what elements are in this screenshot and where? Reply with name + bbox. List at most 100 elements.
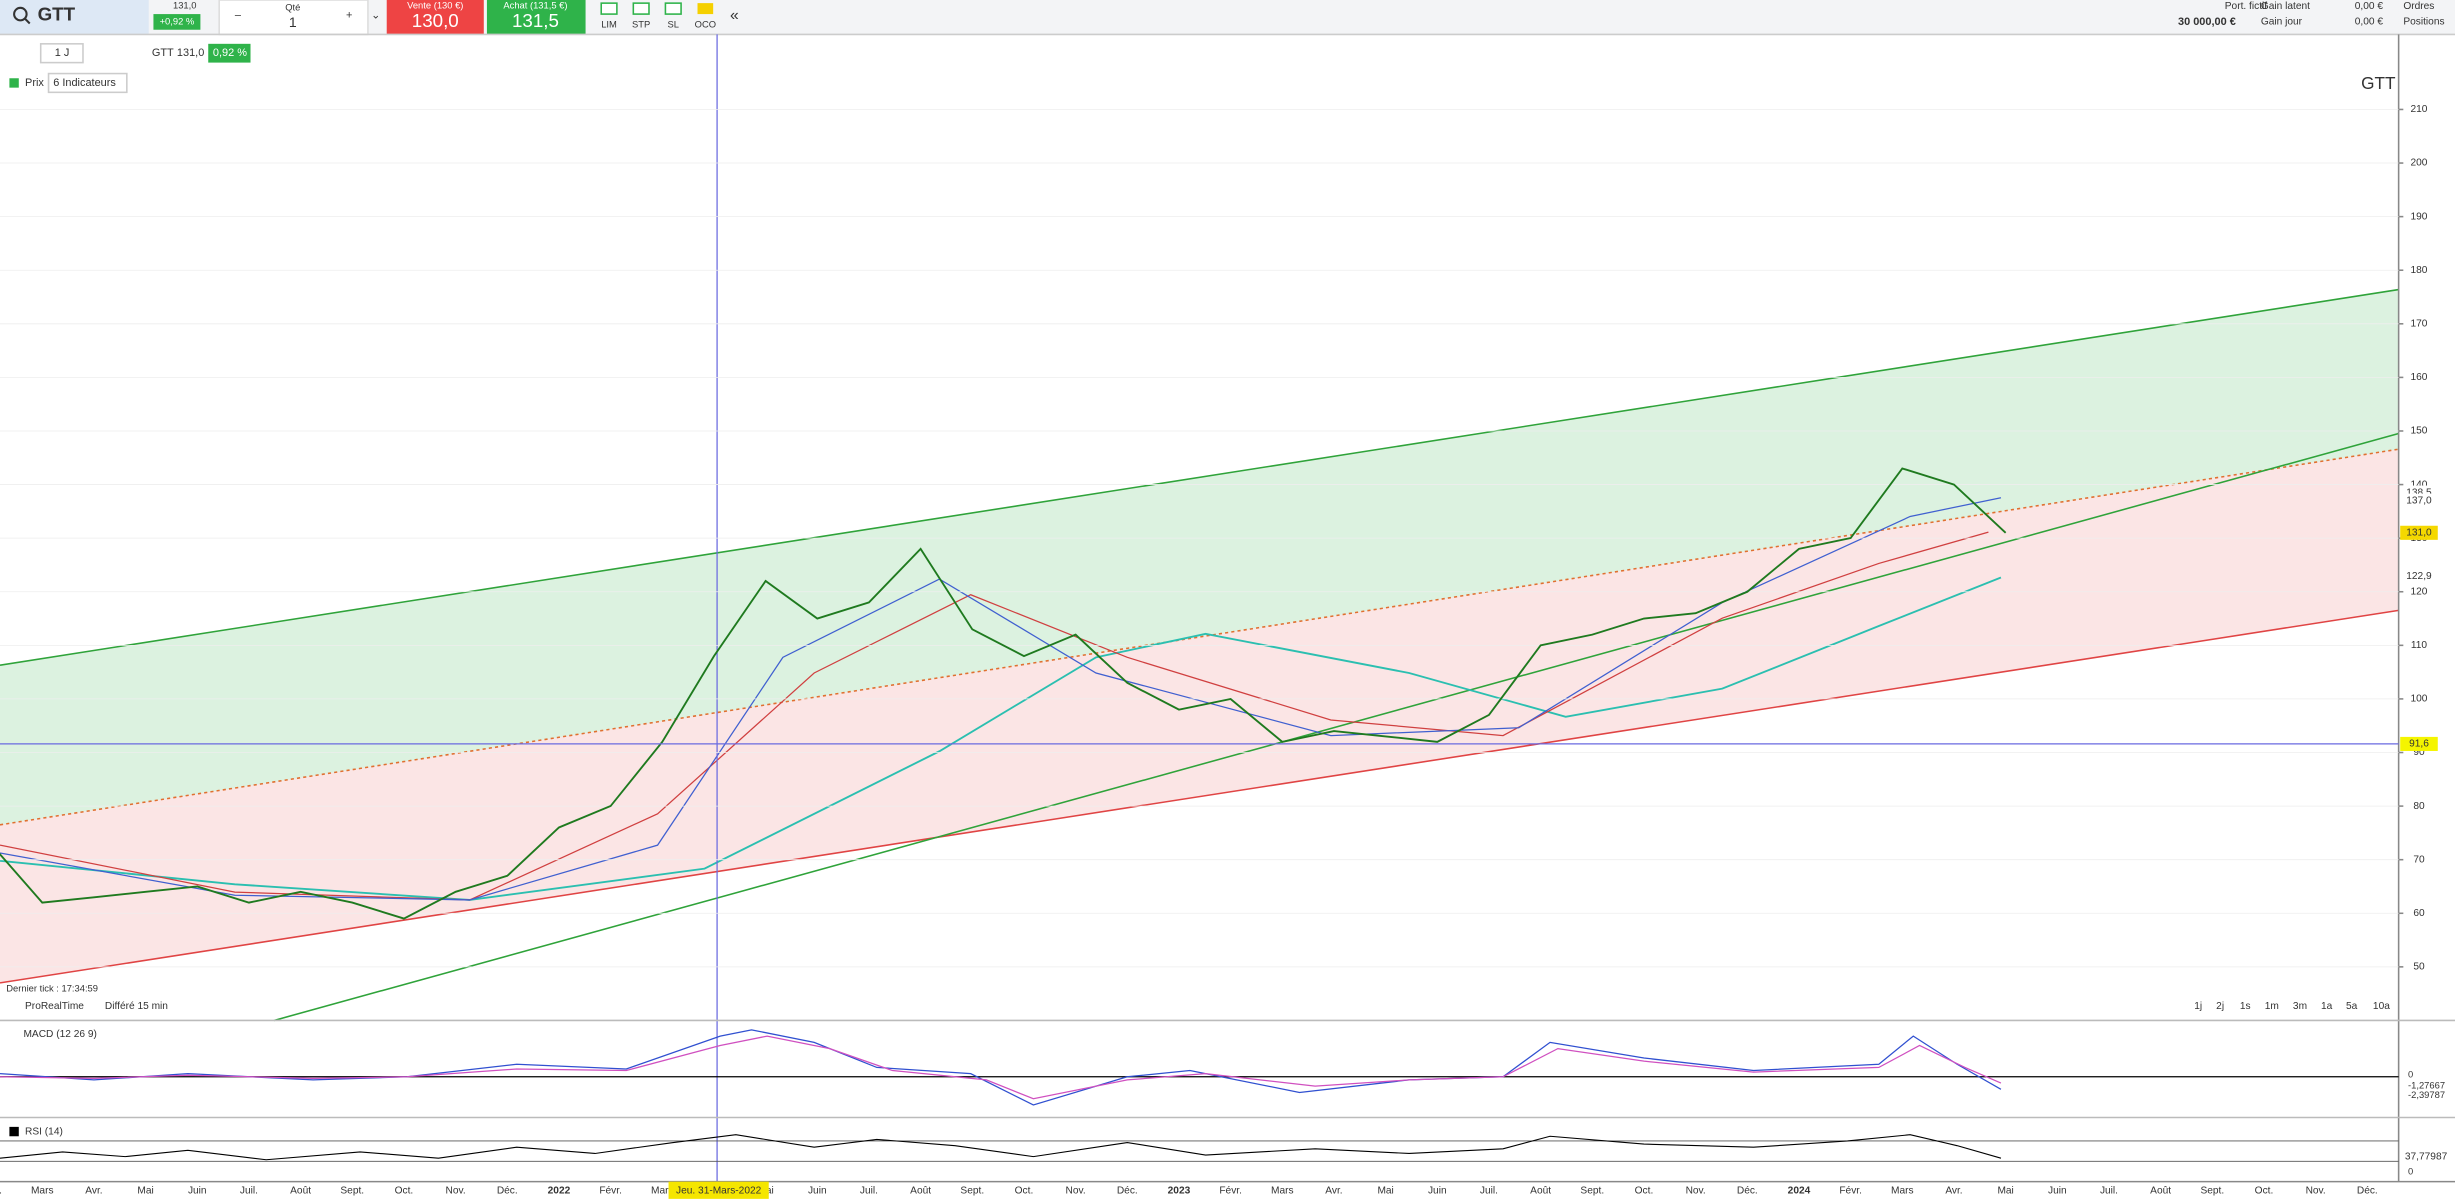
price-marker: 137,0 — [2406, 495, 2432, 506]
x-tick-label: Juil. — [240, 1186, 258, 1197]
macd-zero: 0 — [2408, 1069, 2413, 1080]
x-tick-label: Juil. — [2100, 1186, 2118, 1197]
x-tick-label: Mai — [137, 1186, 153, 1197]
sell-price: 130,0 — [412, 10, 459, 31]
order-type-icon[interactable] — [600, 2, 618, 15]
x-tick-label: Déc. — [1737, 1186, 1758, 1197]
y-tick-label: 150 — [2411, 426, 2428, 437]
price-marker-box — [2400, 569, 2438, 584]
search-icon[interactable] — [13, 6, 28, 22]
x-tick-label: Sept. — [1580, 1186, 1604, 1197]
order-type-icon[interactable] — [664, 2, 682, 15]
x-tick-label: Mars — [1891, 1186, 1914, 1197]
change-badge — [153, 14, 201, 30]
x-tick-label: 2024 — [1788, 1186, 1811, 1197]
order-type[interactable]: OCO — [695, 19, 716, 30]
gain-latent-label: Gain latent — [2261, 1, 2310, 12]
x-tick-label: Oct. — [1635, 1186, 1654, 1197]
price-marker-box — [2400, 493, 2438, 508]
period-button[interactable]: 1a — [2321, 1001, 2333, 1012]
rsi-value: 37,77987 — [2405, 1151, 2448, 1162]
buy-price: 131,5 — [512, 10, 559, 31]
price-marker: 91,6 — [2409, 739, 2429, 750]
y-tick-label: 200 — [2411, 158, 2428, 169]
portfolio: 30 000,00 € — [2178, 16, 2236, 28]
price-marker-box — [2400, 736, 2438, 751]
x-tick-label: Août — [1530, 1186, 1551, 1197]
x-tick-label: Sept. — [340, 1186, 364, 1197]
x-tick-label: Sept. — [960, 1186, 984, 1197]
crosshair-date: Jeu. 31-Mars-2022 — [676, 1186, 762, 1197]
channel-line — [0, 448, 2399, 826]
price-label[interactable]: Prix — [25, 77, 44, 89]
x-tick-label: Juil. — [860, 1186, 878, 1197]
order-type[interactable]: LIM — [601, 19, 617, 30]
period-select[interactable] — [39, 43, 84, 64]
period-buttons: 1j 2j 1s 1m 3m 1a 5a 10a — [2194, 1001, 2390, 1012]
indicators: 6 Indicateurs — [53, 77, 116, 89]
period-button[interactable]: 2j — [2216, 1001, 2224, 1012]
x-tick-label: Déc. — [2357, 1186, 2378, 1197]
crosshair-date-box — [668, 1181, 769, 1199]
channel-line — [0, 609, 2399, 984]
x-tick-label: Août — [290, 1186, 311, 1197]
macd-label: MACD (12 26 9) — [23, 1029, 96, 1040]
order-type-icon[interactable] — [697, 3, 714, 15]
period-button[interactable]: 10a — [2373, 1001, 2390, 1012]
header-change-badge — [208, 43, 251, 63]
x-tick-label: Avr. — [1945, 1186, 1962, 1197]
y-tick-label: 210 — [2411, 104, 2428, 115]
symbol: GTT — [38, 4, 76, 25]
dropdown[interactable]: ⌄ — [371, 10, 380, 22]
order-type[interactable]: STP — [632, 19, 650, 30]
x-tick-label: Nov. — [446, 1186, 466, 1197]
x-tick-label: Juin — [188, 1186, 207, 1197]
price-icon — [9, 78, 19, 88]
orders-link[interactable]: Ordres — [2403, 1, 2434, 12]
gain-jour-label: Gain jour — [2261, 17, 2303, 28]
y-tick-label: 120 — [2411, 586, 2428, 597]
collapse[interactable]: « — [730, 7, 739, 24]
x-tick-label: Avr. — [1325, 1186, 1342, 1197]
y-tick-label: 190 — [2411, 211, 2428, 222]
rsi-zero: 0 — [2408, 1166, 2413, 1177]
x-tick-label: Juin — [1428, 1186, 1447, 1197]
x-tick-label: Oct. — [2255, 1186, 2274, 1197]
y-tick-label: 140 — [2411, 479, 2428, 490]
qty-minus[interactable]: – — [235, 10, 242, 22]
order-type[interactable]: SL — [668, 19, 679, 30]
x-tick-label: Sept. — [2200, 1186, 2224, 1197]
price-marker: 138,5 — [2406, 487, 2432, 498]
x-tick-label: Août — [910, 1186, 931, 1197]
time-axis: Févr. Mars Avr. Mai Juin Juil. Août Sept. Oct. No… — [0, 1186, 2378, 1197]
y-tick-label: 180 — [2411, 265, 2428, 276]
search-icon — [24, 18, 31, 25]
buy-button[interactable] — [486, 0, 586, 35]
x-tick-label: Déc. — [497, 1186, 518, 1197]
x-tick-label: Juin — [2048, 1186, 2067, 1197]
sell-button[interactable] — [386, 0, 484, 35]
signal-line — [0, 1035, 2002, 1100]
y-tick-label: 160 — [2411, 372, 2428, 383]
period-button[interactable]: 1j — [2194, 1001, 2202, 1012]
trend-line — [273, 432, 2399, 1022]
price-chart: 5060708090100110120130140150160170180190… — [0, 104, 2438, 973]
x-tick-label: Févr. — [0, 1186, 2, 1197]
indicators-select[interactable] — [47, 72, 128, 94]
portfolio-label: Port. fictif — [2225, 1, 2268, 12]
period-button[interactable]: 3m — [2293, 1001, 2307, 1012]
positions-link[interactable]: Positions — [2403, 17, 2444, 28]
rsi-label: RSI (14) — [25, 1126, 63, 1137]
rsi-line — [0, 1134, 2002, 1161]
order-type-icon[interactable] — [632, 2, 650, 15]
period-button[interactable]: 1s — [2240, 1001, 2251, 1012]
period-button[interactable]: 5a — [2346, 1001, 2358, 1012]
x-tick-label: Mars — [31, 1186, 54, 1197]
x-tick-label: Juin — [808, 1186, 827, 1197]
delay: Différé 15 min — [105, 1001, 168, 1012]
period-button[interactable]: 1m — [2265, 1001, 2279, 1012]
price-marker-box — [2400, 525, 2438, 540]
qty-plus[interactable]: + — [346, 10, 352, 22]
x-tick-label: Févr. — [1839, 1186, 1862, 1197]
